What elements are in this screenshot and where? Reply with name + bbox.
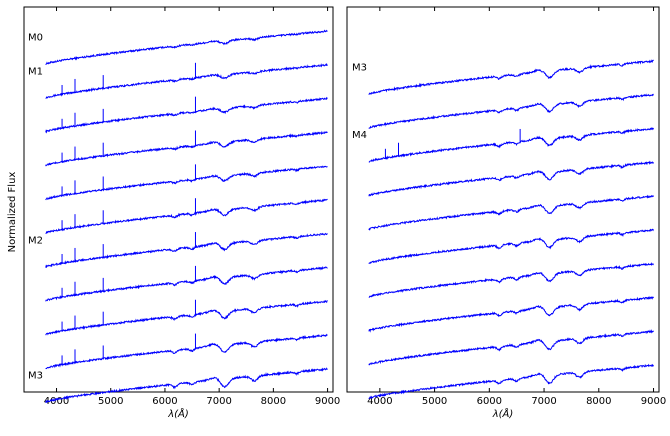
x-tick-label: 7000: [531, 396, 556, 407]
spectrum-series: [45, 232, 328, 269]
spectral-type-label: M3: [28, 371, 43, 382]
x-tick-label: 4000: [367, 396, 392, 407]
spectrum-series: [45, 266, 328, 302]
spectrum-series: [45, 62, 328, 99]
right-panel: 4000 5000 6000 7000 8000 9000 λ(Å) M3 M4: [346, 6, 666, 420]
x-tick-label: 6000: [152, 396, 177, 407]
plot-frame: [23, 6, 334, 393]
spectral-type-label: M4: [352, 130, 367, 141]
x-tick-label: 7000: [206, 396, 231, 407]
x-tick-label: 6000: [477, 396, 502, 407]
spectrum-series: [368, 329, 654, 366]
spectrum-series: [45, 198, 328, 235]
spectrum-series: [368, 160, 654, 197]
spectrum-series: [45, 333, 328, 370]
x-tick-label: 8000: [261, 396, 286, 407]
spectrum-series: [368, 126, 654, 163]
x-tick-label: 4000: [44, 396, 69, 407]
spectral-type-label: M1: [28, 66, 43, 77]
spectrum-series: [45, 165, 328, 201]
y-axis-title: Normalized Flux: [7, 172, 18, 253]
left-panel: 4000 5000 6000 7000 8000 9000 λ(Å) M0 M1 M2 M3: [23, 6, 340, 420]
spectrum-series: [368, 59, 654, 95]
spectrum-series: [368, 363, 654, 400]
spectral-type-label: M0: [28, 33, 43, 44]
spectrum-series: [368, 295, 654, 333]
spectrum-series: [368, 93, 654, 129]
x-axis-title: λ(Å): [492, 407, 514, 420]
spectral-type-label: M3: [352, 63, 367, 74]
spectrum-series: [45, 367, 328, 404]
x-tick-label: 9000: [641, 396, 666, 407]
x-tick-label: 5000: [98, 396, 123, 407]
x-tick-label: 8000: [586, 396, 611, 407]
spectrum-series: [368, 194, 654, 231]
spectrum-series: [45, 29, 328, 66]
plot-frame: [346, 6, 660, 393]
x-tick-label: 5000: [422, 396, 447, 407]
x-axis-title: λ(Å): [167, 407, 189, 420]
spectrum-series: [45, 130, 328, 167]
spectrum-series: [368, 262, 654, 298]
spectrum-series: [45, 96, 328, 134]
spectrum-series: [45, 299, 328, 336]
spectral-type-label: M2: [28, 235, 43, 246]
x-tick-label: 9000: [315, 396, 340, 407]
spectrum-series: [368, 228, 654, 265]
